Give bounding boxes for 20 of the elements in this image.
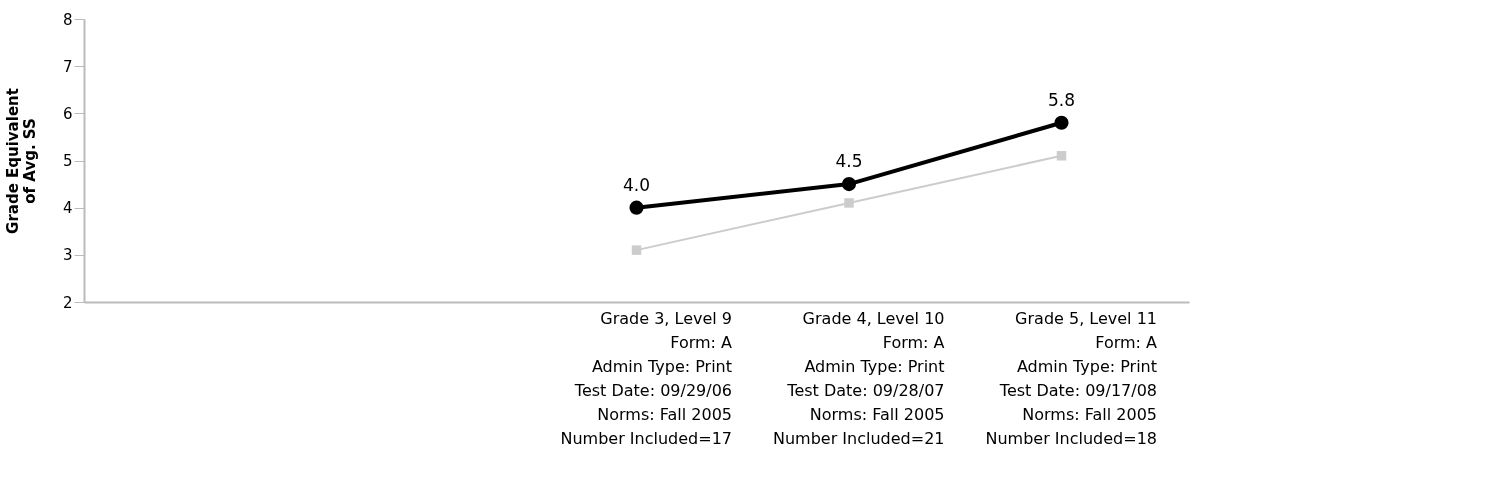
x-tick-label: Grade 5, Level 11 Form: A Admin Type: Print Test Date: 09/17/08 Norms: Fall 2005 Number Included=18: [985, 308, 1158, 448]
x-tick-label: Grade 3, Level 9 Form: A Admin Type: Print Test Date: 09/29/06 Norms: Fall 2005 Number Included=17: [560, 308, 733, 448]
data-label: 4.5: [835, 151, 863, 172]
data-label: 4.0: [622, 174, 651, 195]
y-tick-label: 6: [62, 104, 73, 123]
point: [1054, 115, 1069, 130]
point: [841, 177, 857, 192]
y-tick-label: 7: [62, 57, 73, 76]
data-label: 5.8: [1047, 89, 1076, 110]
y-tick-label: 8: [62, 10, 73, 29]
point: [844, 198, 854, 208]
point: [631, 245, 642, 255]
y-tick-label: 4: [62, 199, 73, 218]
y-axis-title: Grade Equivalent of Avg. SS: [3, 88, 39, 234]
x-tick-label: Grade 4, Level 10 Form: A Admin Type: Print Test Date: 09/28/07 Norms: Fall 2005 Number Included=21: [772, 308, 945, 448]
point: [1056, 151, 1067, 161]
y-tick-label: 3: [62, 246, 73, 265]
point: [629, 200, 644, 215]
y-tick-label: 2: [62, 293, 73, 312]
y-tick-label: 5: [62, 152, 73, 170]
